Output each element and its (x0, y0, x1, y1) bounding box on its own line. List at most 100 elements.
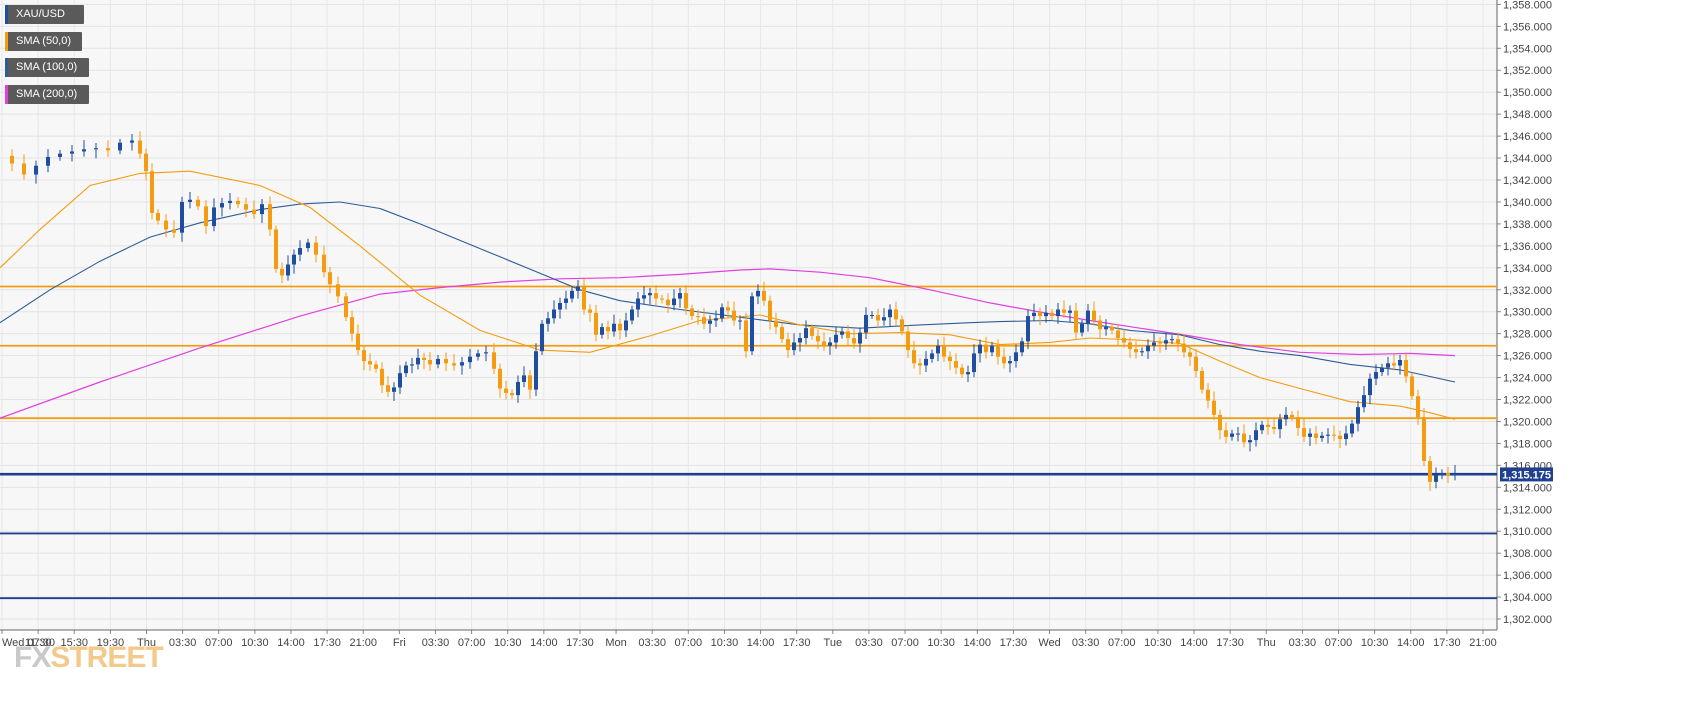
candle-body (428, 360, 432, 365)
candle-body (906, 331, 910, 351)
candle-body (1158, 342, 1162, 344)
candle-body (1146, 345, 1150, 352)
sma-50-line (0, 170, 1456, 420)
y-tick-label: 1,304.000 (1503, 592, 1552, 604)
candle-body (732, 310, 736, 321)
x-tick-label: 03:30 (1072, 637, 1100, 649)
candle-body (1260, 424, 1264, 431)
candle-body (1152, 342, 1156, 346)
x-tick-label: 03:30 (1289, 637, 1317, 649)
x-tick-label: 19:30 (97, 637, 125, 649)
candle-body (762, 290, 766, 301)
legend-label-sma50: SMA (50,0) (16, 35, 72, 47)
candle-body (1098, 320, 1102, 330)
candle-body (1026, 316, 1030, 342)
candle-body (356, 333, 360, 351)
candle-body (1332, 434, 1336, 436)
candle-body (1398, 360, 1402, 366)
candle-body (1194, 356, 1198, 371)
candle-body (212, 207, 216, 227)
candle-body (1218, 414, 1222, 431)
candle-body (322, 254, 326, 273)
candle-body (792, 342, 796, 351)
candle-body (1386, 363, 1390, 368)
y-tick-label: 1,350.000 (1503, 87, 1552, 99)
y-tick-label: 1,348.000 (1503, 109, 1552, 121)
price-badge (1500, 467, 1553, 482)
x-tick-label: 14:00 (1180, 637, 1208, 649)
candle-body (1206, 389, 1210, 401)
x-tick-label: 07:00 (891, 637, 919, 649)
x-tick-label: 07:00 (1108, 637, 1136, 649)
candle-body (1350, 423, 1354, 434)
candle-body (1164, 340, 1168, 344)
legend-item-sma200[interactable]: SMA (200,0) (5, 85, 89, 104)
candle-body (984, 344, 988, 353)
candle-body (948, 356, 952, 362)
candle-body (894, 309, 898, 320)
price-badge-label: 1,315.175 (1502, 469, 1551, 481)
chart-legend: XAU/USD (5, 5, 84, 24)
candle-body (516, 381, 520, 396)
candle-body (1356, 407, 1360, 424)
x-tick-label: Fri (393, 637, 406, 649)
legend-swatch-xauusd (5, 5, 8, 24)
candle-body (846, 331, 850, 339)
candle-body (58, 153, 62, 157)
candle-body (870, 315, 874, 316)
candle-body (204, 206, 208, 227)
x-tick-label: 14:00 (530, 637, 558, 649)
candle-body (1110, 327, 1114, 331)
candle-body (648, 293, 652, 296)
candle-body (654, 293, 658, 299)
y-tick-label: 1,312.000 (1503, 504, 1552, 516)
legend-item-sma50[interactable]: SMA (50,0) (5, 32, 82, 51)
candle-body (1254, 430, 1258, 441)
candle-body (528, 375, 532, 390)
sma-100-line (0, 201, 1456, 383)
x-tick-label: 10:30 (241, 637, 269, 649)
candle-body (1038, 312, 1042, 317)
candle-body (1392, 363, 1396, 366)
candle-body (106, 148, 110, 151)
candle-body (1362, 395, 1366, 408)
candle-body (286, 264, 290, 276)
candle-body (774, 320, 778, 328)
y-tick-label: 1,346.000 (1503, 131, 1552, 143)
legend-label-sma100: SMA (100,0) (16, 61, 78, 73)
candle-body (1128, 342, 1132, 350)
x-tick-label: Wed (1038, 637, 1060, 649)
candle-body (912, 350, 916, 364)
candle-body (1080, 323, 1084, 333)
candle-body (996, 345, 1000, 357)
candle-body (404, 365, 408, 374)
candle-body (46, 156, 50, 166)
candle-body (744, 320, 748, 352)
y-tick-label: 1,340.000 (1503, 197, 1552, 209)
legend-item-sma100[interactable]: SMA (100,0) (5, 58, 89, 77)
legend-item-xauusd[interactable]: XAU/USD (5, 5, 84, 24)
logo-fx: FX (14, 641, 51, 674)
candle-body (1248, 440, 1252, 443)
x-tick-label: 03:30 (422, 637, 450, 649)
x-tick-label: 14:00 (964, 637, 992, 649)
candle-body (786, 339, 790, 351)
candle-body (1044, 312, 1048, 317)
candle-body (630, 309, 634, 321)
candle-body (150, 171, 154, 213)
candle-body (1368, 378, 1372, 396)
candle-body (280, 268, 284, 276)
candle-body (684, 293, 688, 309)
candle-body (900, 319, 904, 332)
candle-body (564, 298, 568, 303)
candle-body (1320, 435, 1324, 438)
candle-body (220, 203, 224, 208)
candle-body (22, 163, 26, 175)
candle-body (546, 318, 550, 324)
candle-body (436, 358, 440, 365)
x-tick-label: 14:00 (1397, 637, 1425, 649)
candle-body (588, 309, 592, 313)
candle-body (834, 334, 838, 343)
candle-body (882, 317, 886, 321)
